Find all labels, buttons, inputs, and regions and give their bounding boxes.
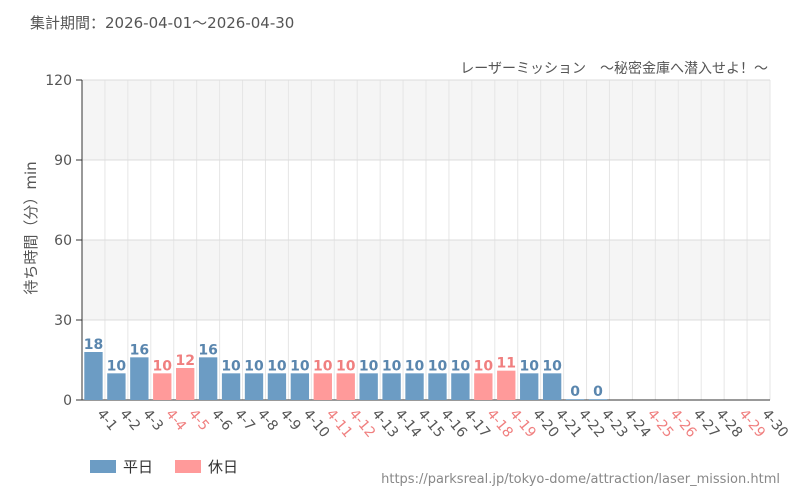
x-tick-label-4-7: 4-7 [231, 406, 258, 434]
bar-4-13 [359, 373, 378, 400]
bar-4-23 [588, 399, 608, 400]
x-tick-label-4-1: 4-1 [93, 406, 120, 434]
legend-holiday-label: 休日 [208, 458, 239, 476]
chart-x-ticks: 4-14-24-34-44-54-64-74-84-94-104-114-124… [93, 406, 791, 441]
data-label-4-7: 10 [221, 358, 241, 374]
bar-4-14 [382, 373, 401, 400]
bar-4-11 [313, 373, 332, 400]
data-label-4-15: 10 [405, 358, 425, 374]
data-label-4-20: 10 [519, 358, 539, 374]
chart-legend: 平日 休日 [90, 456, 260, 477]
data-label-4-4: 10 [153, 358, 173, 374]
bar-4-16 [428, 373, 447, 400]
data-label-4-12: 10 [336, 358, 356, 374]
data-label-4-16: 10 [428, 358, 448, 374]
x-tick-label-4-6: 4-6 [208, 406, 235, 434]
y-tick-label: 30 [54, 313, 72, 329]
bar-4-3 [130, 357, 149, 400]
chart-title: レーザーミッション ～秘密金庫へ潜入せよ！～ [460, 60, 768, 77]
bar-4-20 [520, 373, 539, 400]
data-label-4-14: 10 [382, 358, 402, 374]
y-tick-label: 60 [54, 233, 72, 249]
bar-4-9 [267, 373, 287, 400]
bar-4-22 [565, 399, 585, 400]
data-label-4-13: 10 [359, 358, 379, 374]
x-tick-label-4-9: 4-9 [277, 406, 304, 434]
y-tick-label: 120 [45, 73, 72, 89]
chart-axes [76, 79, 770, 401]
bar-4-7 [221, 373, 241, 400]
bar-4-10 [290, 373, 310, 400]
chart-y-ticks: 0 30 60 90 120 [45, 73, 72, 409]
bar-4-18 [474, 373, 493, 400]
x-tick-label-4-3: 4-3 [139, 406, 166, 434]
x-tick-label-4-5: 4-5 [185, 406, 212, 434]
data-label-4-22: 0 [570, 384, 580, 400]
data-label-4-10: 10 [290, 358, 310, 374]
y-axis-label: 待ち時間（分）min [22, 161, 40, 294]
legend-weekday-label: 平日 [123, 458, 154, 476]
data-label-4-19: 11 [497, 356, 516, 372]
bar-4-5 [176, 368, 195, 400]
data-label-4-21: 10 [542, 358, 562, 374]
bar-4-21 [542, 373, 562, 400]
data-label-4-6: 16 [198, 342, 217, 358]
legend-item-weekday: 平日 [90, 456, 153, 477]
chart-bars [84, 352, 608, 400]
x-tick-label-4-8: 4-8 [254, 406, 281, 434]
data-label-4-18: 10 [474, 358, 494, 374]
y-tick-label: 0 [63, 393, 72, 409]
bar-4-12 [336, 373, 355, 400]
data-label-4-11: 10 [313, 358, 333, 374]
y-tick-label: 90 [54, 153, 72, 169]
data-label-4-8: 10 [244, 358, 264, 374]
data-label-4-1: 18 [84, 337, 103, 353]
data-label-4-2: 10 [107, 358, 127, 374]
bar-4-4 [153, 373, 172, 400]
bar-4-2 [107, 373, 126, 400]
holiday-swatch [175, 460, 202, 473]
bar-4-8 [244, 373, 264, 400]
data-label-4-5: 12 [175, 353, 194, 369]
legend-item-holiday: 休日 [175, 456, 238, 477]
weekday-swatch [90, 460, 116, 473]
data-label-4-9: 10 [267, 358, 287, 374]
data-label-4-23: 0 [593, 384, 603, 400]
bar-4-19 [497, 370, 516, 400]
bar-4-17 [451, 373, 470, 400]
data-label-4-17: 10 [451, 358, 471, 374]
source-url: https://parksreal.jp/tokyo-dome/attracti… [381, 472, 780, 487]
bar-4-15 [405, 373, 424, 400]
bar-4-1 [84, 352, 103, 400]
period-label: 集計期間：2026-04-01～2026-04-30 [30, 14, 295, 32]
x-tick-label-4-4: 4-4 [162, 406, 189, 434]
x-tick-label-4-2: 4-2 [116, 406, 143, 434]
data-label-4-3: 16 [130, 342, 149, 358]
bar-4-6 [198, 357, 218, 400]
